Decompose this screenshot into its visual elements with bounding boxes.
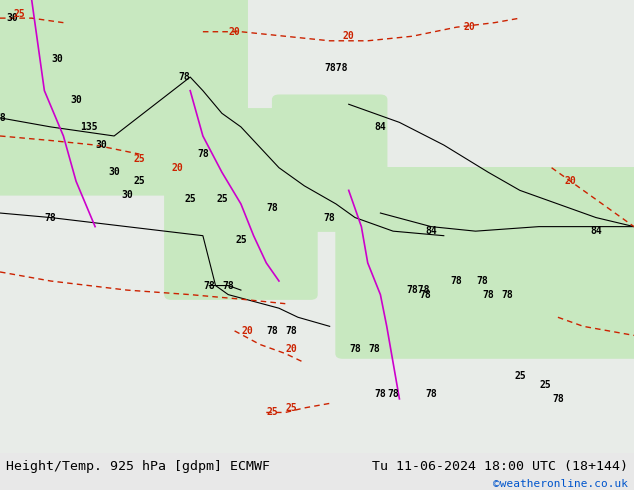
Text: 78: 78 [267,203,278,214]
Text: ©weatheronline.co.uk: ©weatheronline.co.uk [493,480,628,490]
Text: 25: 25 [540,380,551,390]
FancyBboxPatch shape [336,168,634,358]
Text: 78: 78 [0,113,6,123]
Text: 78: 78 [419,290,430,299]
Text: 78: 78 [286,326,297,336]
Text: 7878: 7878 [406,285,430,295]
Text: 25: 25 [184,195,196,204]
Text: 25: 25 [13,9,25,19]
Text: 25: 25 [235,235,247,245]
FancyBboxPatch shape [0,0,247,195]
Text: 30: 30 [121,190,133,200]
Text: 78: 78 [368,344,380,354]
FancyBboxPatch shape [273,95,387,231]
Text: 25: 25 [514,371,526,381]
Text: 78: 78 [451,276,462,286]
Text: 30: 30 [108,167,120,177]
Text: 20: 20 [565,176,576,186]
Text: 20: 20 [286,344,297,354]
Text: 78: 78 [425,390,437,399]
Text: 20: 20 [172,163,183,172]
Text: 78: 78 [349,344,361,354]
Text: 78: 78 [552,394,564,404]
Text: 20: 20 [229,27,240,37]
Text: 78: 78 [197,149,209,159]
Text: 84: 84 [590,226,602,236]
Text: 30: 30 [7,13,18,23]
Text: Tu 11-06-2024 18:00 UTC (18+144): Tu 11-06-2024 18:00 UTC (18+144) [372,460,628,473]
Text: 25: 25 [267,408,278,417]
Text: 84: 84 [425,226,437,236]
Text: 78: 78 [501,290,513,299]
Text: Height/Temp. 925 hPa [gdpm] ECMWF: Height/Temp. 925 hPa [gdpm] ECMWF [6,460,270,473]
Text: 20: 20 [242,326,253,336]
Text: 25: 25 [286,403,297,413]
Text: 78: 78 [267,326,278,336]
Text: 135: 135 [80,122,98,132]
Text: 7878: 7878 [324,63,348,73]
Text: 78: 78 [387,390,399,399]
FancyBboxPatch shape [165,109,317,299]
Text: 30: 30 [51,54,63,64]
Text: 78: 78 [375,390,386,399]
Text: 20: 20 [463,22,475,32]
Text: 30: 30 [96,140,107,150]
Text: 25: 25 [216,195,228,204]
Text: 78: 78 [223,281,234,291]
Text: 78: 78 [204,281,215,291]
Text: 25: 25 [134,176,145,186]
Text: 25: 25 [134,154,145,164]
Text: 78: 78 [476,276,488,286]
Text: 78: 78 [324,213,335,222]
Text: 20: 20 [343,31,354,41]
Text: 78: 78 [482,290,494,299]
Text: 30: 30 [70,95,82,105]
Text: 84: 84 [375,122,386,132]
Text: 78: 78 [178,72,190,82]
Text: 78: 78 [45,213,56,222]
